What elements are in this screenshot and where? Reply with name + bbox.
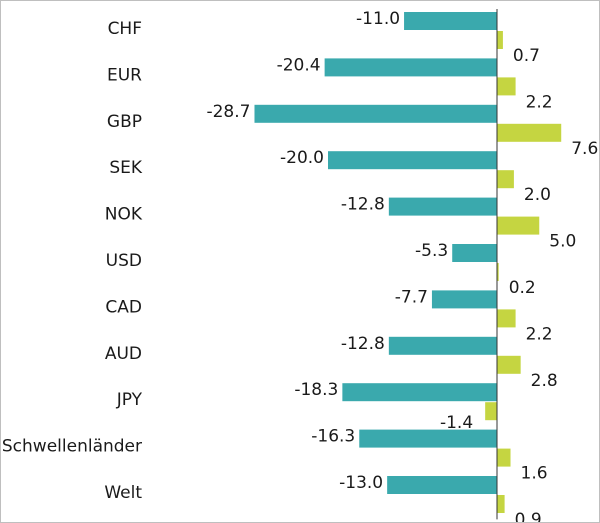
value-label: -28.7 <box>206 102 250 122</box>
value-label: 2.2 <box>526 92 553 112</box>
category-label: Schwellenländer <box>2 437 142 457</box>
bar-series-2 <box>497 355 521 374</box>
value-label: 0.2 <box>509 278 536 298</box>
labels-layer: CHF -11.0 0.7 EUR -20.4 2.2 GBP -28.7 7.6 SEK -20.… <box>2 9 598 522</box>
bar-series-2 <box>497 495 505 513</box>
bar-series-2 <box>485 402 497 421</box>
value-label: 7.6 <box>571 139 598 159</box>
value-label: 5.0 <box>549 232 576 252</box>
bar-series-2 <box>497 448 511 467</box>
category-label: CHF <box>108 19 142 39</box>
category-label: SEK <box>109 158 143 178</box>
bar-series-1 <box>404 12 497 30</box>
bar-series-2 <box>497 170 514 189</box>
bar-series-1 <box>387 476 497 494</box>
bars-layer <box>254 12 562 513</box>
category-label: JPY <box>116 390 143 410</box>
category-label: Welt <box>104 483 142 503</box>
value-label: 0.9 <box>515 510 542 522</box>
value-label: -20.0 <box>280 148 324 168</box>
bar-series-1 <box>254 104 497 123</box>
category-label: USD <box>106 251 142 271</box>
bar-series-2 <box>497 77 516 96</box>
value-label: 2.8 <box>531 371 558 391</box>
bar-series-1 <box>342 383 497 402</box>
bar-series-2 <box>497 216 540 235</box>
value-label: 0.7 <box>513 46 540 66</box>
bar-series-1 <box>324 58 497 77</box>
bar-series-1 <box>431 290 497 309</box>
value-label: -11.0 <box>356 9 400 29</box>
bar-series-1 <box>328 151 497 170</box>
value-label: -12.8 <box>341 195 385 215</box>
bar-series-1 <box>388 336 497 355</box>
value-label: -1.4 <box>440 413 473 433</box>
bar-series-2 <box>497 309 516 328</box>
value-label: -16.3 <box>311 427 355 447</box>
category-label: GBP <box>107 112 142 132</box>
value-label: 1.6 <box>521 464 548 484</box>
bar-series-2 <box>497 263 499 281</box>
bar-series-2 <box>497 123 562 142</box>
value-label: -20.4 <box>277 55 321 75</box>
value-label: 2.2 <box>526 324 553 344</box>
value-label: -13.0 <box>339 473 383 493</box>
bar-series-1 <box>452 244 497 262</box>
value-label: -12.8 <box>341 334 385 354</box>
bar-series-1 <box>388 197 497 216</box>
bar-series-1 <box>359 429 497 448</box>
value-label: -5.3 <box>415 241 448 261</box>
value-label: -18.3 <box>294 380 338 400</box>
bar-series-2 <box>497 31 503 49</box>
value-label: 2.0 <box>524 185 551 205</box>
category-label: EUR <box>107 65 142 85</box>
category-label: NOK <box>105 205 143 225</box>
value-label: -7.7 <box>395 287 428 307</box>
category-label: AUD <box>105 344 142 364</box>
category-label: CAD <box>105 297 142 317</box>
